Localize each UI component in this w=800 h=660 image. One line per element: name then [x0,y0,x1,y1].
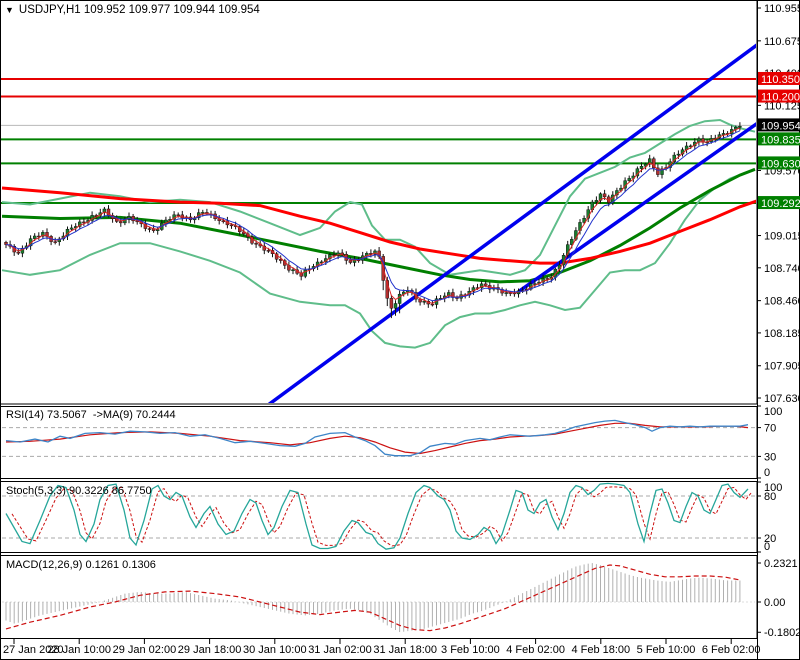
time-tick-label: 27 Jan 2020 [3,644,64,656]
indicator-dropdown-icon[interactable]: ▼ [5,4,14,15]
rsi-indicator-label: RSI(14) 73.5067 ->MA(9) 70.2444 [6,409,176,421]
chart-title-bar: ▼ USDJPY,H1 109.952 109.977 109.944 109.… [5,4,260,16]
stoch-d-line [11,486,753,547]
price-level-badge [758,196,800,210]
macd-panel-plot [2,563,755,633]
price-tick-label: 107.630 [764,393,800,405]
slow-ma-red [1,186,756,265]
macd-indicator-label: MACD(12,26,9) 0.1261 0.1306 [6,559,156,571]
time-tick-label: 29 Jan 02:00 [113,644,177,656]
rsi-line [5,419,749,457]
bollinger-lower-band [1,168,756,349]
price-level-badge [758,71,800,85]
indicator-tick-label: 100 [764,406,782,418]
time-tick-label: 3 Feb 10:00 [441,644,500,656]
indicator-tick-label: 0.00 [764,597,785,609]
indicator-tick-label: 100 [764,482,782,494]
price-tick-label: 110.675 [764,36,800,48]
time-tick-label: 4 Feb 18:00 [571,644,630,656]
time-tick-label: 4 Feb 02:00 [506,644,565,656]
time-tick-label: 31 Jan 18:00 [373,644,437,656]
rsi-panel-plot [2,419,755,457]
indicator-tick-label: 0.2321 [764,558,798,570]
trendline [517,122,756,293]
price-level-badge [758,89,800,103]
symbol-quote-label: USDJPY,H1 109.952 109.977 109.944 109.95… [18,4,260,16]
price-level-badge [758,156,800,170]
price-tick-label: 108.185 [764,328,800,340]
stoch-indicator-label: Stoch(5,3,3) 90.3226 86.7750 [6,485,152,497]
price-level-badge-label: 110.350 [761,74,800,86]
main-chart-plot [1,43,756,403]
time-tick-label: 6 Feb 02:00 [702,644,761,656]
indicator-tick-label: 80 [764,491,776,503]
macd-signal-line [5,564,741,632]
time-tick-label: 28 Jan 10:00 [47,644,111,656]
indicator-tick-label: 70 [764,423,776,435]
fast-ema-red [5,127,741,304]
stoch-k-line [5,482,749,550]
candles [4,122,742,319]
slow-ma-green [1,167,756,284]
price-tick-label: 107.905 [764,361,800,373]
time-tick-label: 31 Jan 02:00 [308,644,372,656]
fast-ema-blue [5,130,741,302]
price-tick-label: 110.125 [764,100,800,112]
trendline [267,43,756,403]
price-tick-label: 110.955 [764,3,800,15]
price-tick-label: 108.460 [764,296,800,308]
time-tick-label: 5 Feb 10:00 [637,644,696,656]
indicator-tick-label: 20 [764,533,776,545]
price-tick-label: 109.015 [764,231,800,243]
indicator-tick-label: 0 [764,541,770,553]
price-level-badge-label: 109.292 [761,198,800,210]
indicator-tick-label: -0.1802 [764,627,800,639]
indicator-tick-label: 0 [764,467,770,479]
price-level-badge-label: 110.200 [761,92,800,104]
time-tick-label: 29 Jan 18:00 [178,644,242,656]
time-tick-label: 30 Jan 10:00 [243,644,307,656]
price-level-badge-label: 109.954 [761,120,800,132]
price-level-badge-label: 109.835 [761,134,800,146]
price-level-badge-label: 109.630 [761,158,800,170]
stoch-panel-plot [2,482,755,550]
indicator-tick-label: 30 [764,451,776,463]
price-level-badge [758,118,800,132]
price-tick-label: 108.740 [764,263,800,275]
price-level-badge [758,132,800,146]
